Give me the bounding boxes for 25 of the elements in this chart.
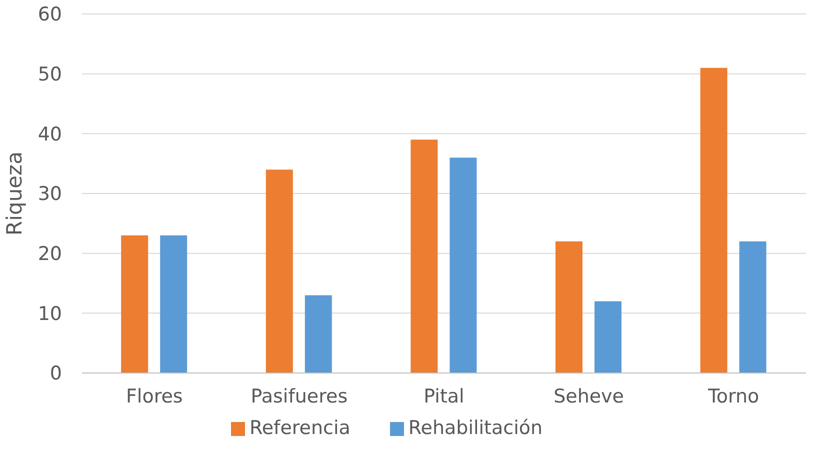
bar: [450, 158, 477, 373]
bar: [700, 68, 728, 373]
y-tick-label: 60: [38, 4, 62, 26]
bar: [121, 235, 148, 373]
bar: [739, 241, 766, 373]
bar: [304, 295, 332, 373]
y-tick-label: 40: [38, 123, 62, 146]
bar: [410, 140, 438, 373]
x-tick-label: Torno: [707, 385, 760, 408]
bar: [594, 301, 622, 373]
bar: [555, 241, 582, 373]
bar: [160, 235, 188, 373]
y-tick-label: 50: [38, 64, 62, 86]
y-tick-label: 30: [38, 183, 62, 206]
y-axis-title: Riqueza: [2, 152, 26, 236]
x-tick-label: Seheve: [554, 385, 624, 408]
x-tick-label: Pital: [424, 385, 464, 408]
y-tick-label: 10: [38, 302, 62, 325]
y-tick-label: 20: [38, 243, 62, 266]
x-tick-label: Pasifueres: [250, 385, 348, 408]
y-tick-label: 0: [50, 362, 62, 385]
legend-label: Rehabilitación: [408, 417, 543, 439]
x-tick-label: Flores: [126, 385, 183, 408]
legend-label: Referencia: [249, 417, 350, 439]
bar: [266, 170, 293, 373]
